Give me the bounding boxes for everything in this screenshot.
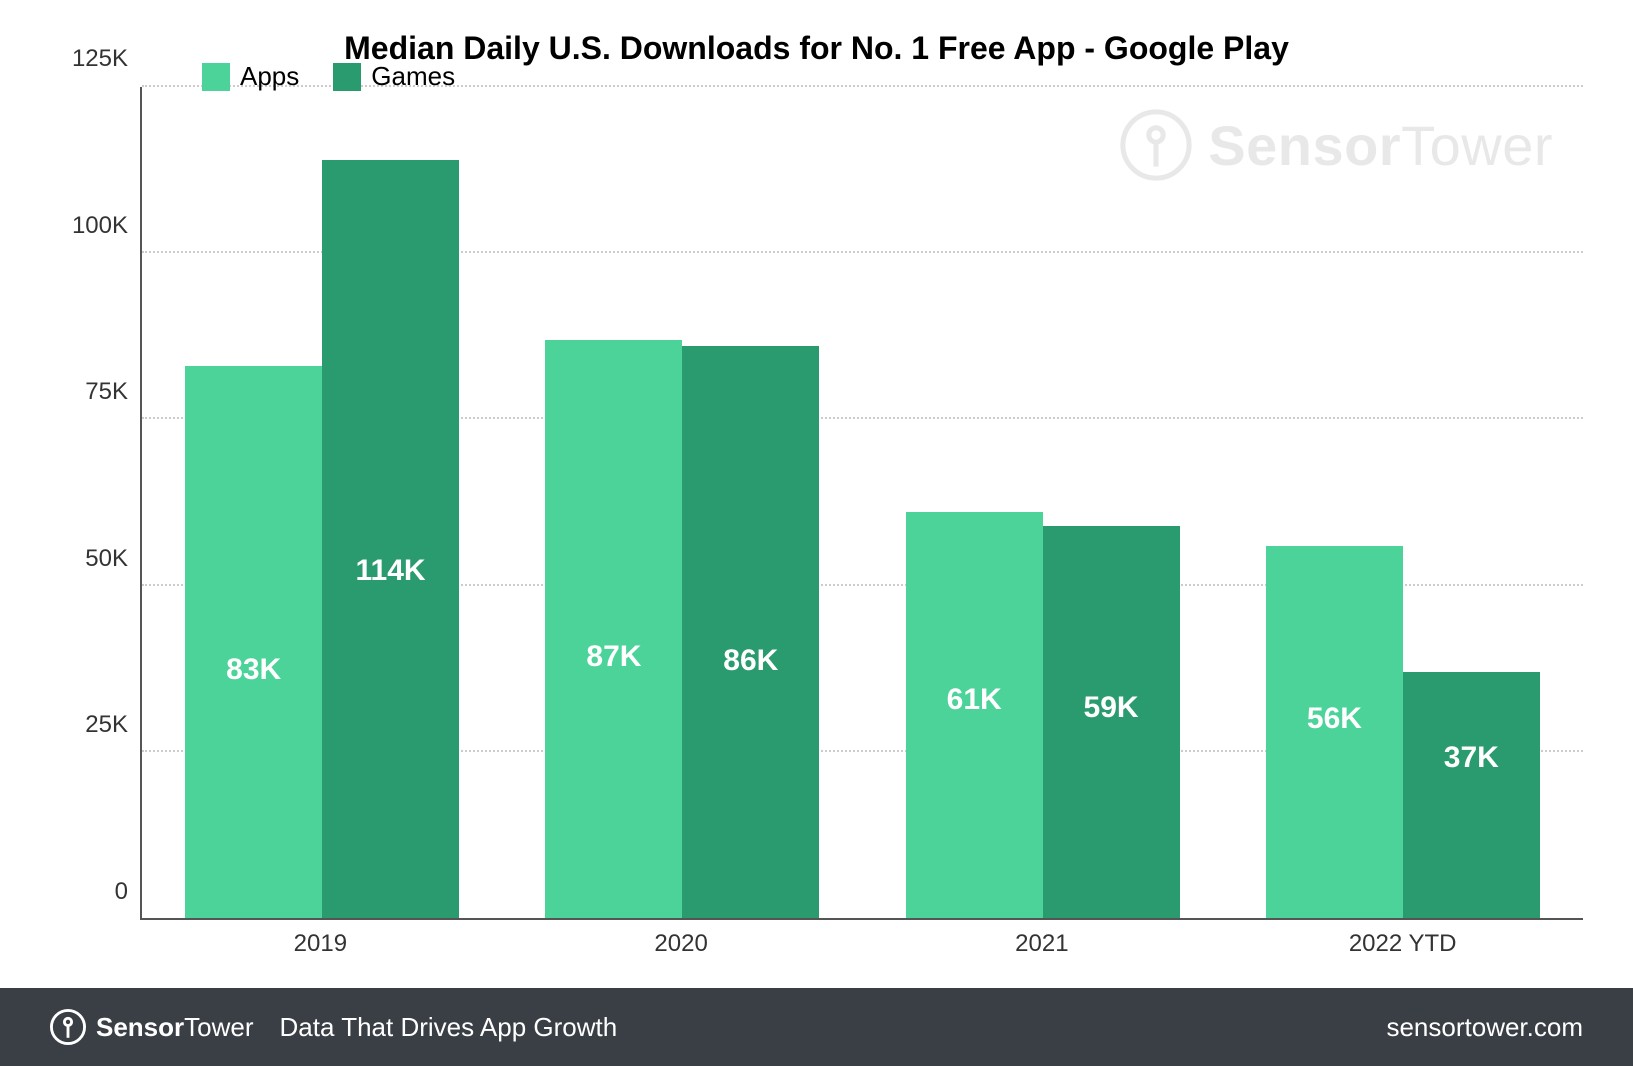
x-axis: 2019202020212022 YTD — [140, 920, 1583, 968]
bar-group: 61K 59K — [863, 87, 1223, 918]
y-tick-label: 25K — [85, 711, 128, 739]
bar-value-label: 59K — [1084, 691, 1139, 725]
footer-url: sensortower.com — [1386, 1012, 1583, 1043]
footer: SensorTower Data That Drives App Growth … — [0, 988, 1633, 1066]
y-tick-label: 75K — [85, 378, 128, 406]
x-tick-label: 2021 — [862, 920, 1223, 968]
legend-label: Apps — [240, 61, 299, 92]
tower-icon — [1120, 109, 1192, 181]
y-axis: 025K50K75K100K125K — [50, 87, 140, 920]
legend-item: Games — [333, 61, 455, 92]
x-tick-label: 2019 — [140, 920, 501, 968]
chart-region: Median Daily U.S. Downloads for No. 1 Fr… — [0, 0, 1633, 988]
x-tick-label: 2020 — [501, 920, 862, 968]
y-tick-label: 100K — [72, 212, 128, 240]
bar: 59K — [1043, 526, 1180, 918]
bar-value-label: 83K — [226, 653, 281, 687]
bar: 61K — [906, 512, 1043, 918]
bar-group: 87K 86K — [502, 87, 862, 918]
y-tick-label: 50K — [85, 545, 128, 573]
bar: 114K — [322, 160, 459, 918]
plot: AppsGames SensorTower 83K114K87K86K61K59… — [140, 87, 1583, 920]
bar-groups: 83K 114K 87K 86K 61K 59K 56K 37K — [142, 87, 1583, 918]
legend: Apps Games — [202, 61, 455, 92]
legend-swatch — [202, 63, 230, 91]
bar-value-label: 86K — [723, 644, 778, 678]
footer-logo: SensorTower — [50, 1009, 254, 1045]
bar-value-label: 37K — [1444, 741, 1499, 775]
bar-group: 56K 37K — [1223, 87, 1583, 918]
watermark-text: SensorTower — [1208, 113, 1553, 178]
bar: 83K — [185, 366, 322, 918]
y-tick-label: 0 — [115, 878, 128, 906]
legend-label: Games — [371, 61, 455, 92]
bar: 56K — [1266, 546, 1403, 918]
bar: 87K — [545, 340, 682, 918]
bar: 86K — [682, 346, 819, 918]
y-tick-label: 125K — [72, 45, 128, 73]
footer-tagline: Data That Drives App Growth — [280, 1012, 618, 1043]
bar-value-label: 87K — [586, 640, 641, 674]
bar-value-label: 56K — [1307, 702, 1362, 736]
bar-value-label: 61K — [947, 683, 1002, 717]
legend-item: Apps — [202, 61, 299, 92]
bar-group: 83K 114K — [142, 87, 502, 918]
plot-area: 025K50K75K100K125K AppsGames SensorTower… — [50, 87, 1583, 920]
footer-left: SensorTower Data That Drives App Growth — [50, 1009, 617, 1045]
bar-value-label: 114K — [356, 554, 426, 588]
tower-icon — [50, 1009, 86, 1045]
bar: 37K — [1403, 672, 1540, 918]
watermark-logo: SensorTower — [1120, 109, 1553, 181]
legend-swatch — [333, 63, 361, 91]
x-tick-label: 2022 YTD — [1222, 920, 1583, 968]
footer-logo-text: SensorTower — [96, 1012, 254, 1043]
